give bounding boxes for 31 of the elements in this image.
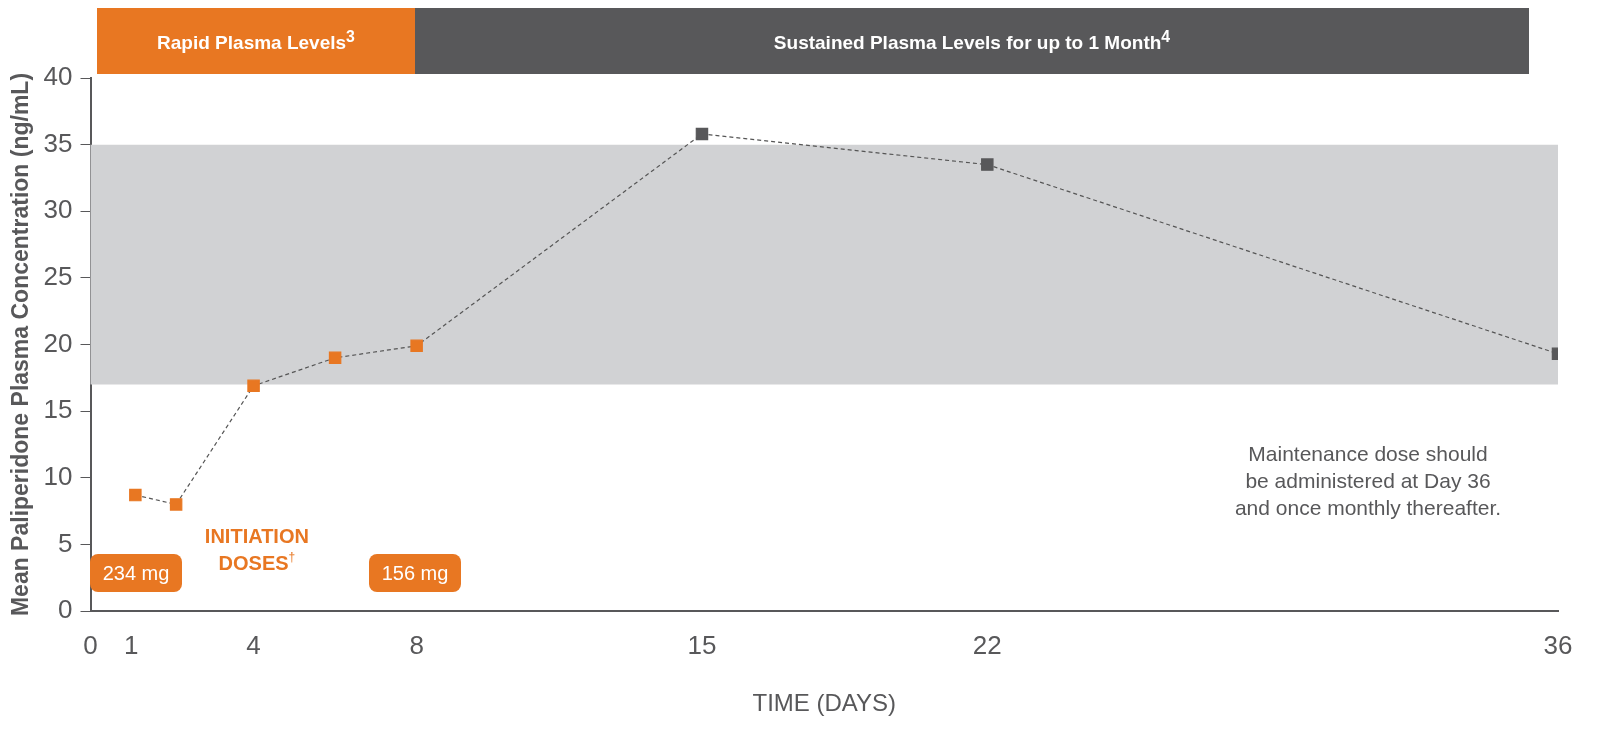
x-tick-label: 4 [246, 629, 261, 660]
x-axis-title: TIME (DAYS) [752, 689, 897, 717]
y-tick-label: 15 [43, 394, 73, 425]
annotation: 156 mg [381, 561, 449, 585]
annotation: 234 mg [102, 561, 170, 585]
point [328, 351, 342, 365]
y-axis-title: Mean Paliperidone Plasma Concentration (ng/mL) [7, 72, 34, 617]
x-tick-label: 8 [409, 629, 424, 660]
x-tick-label: 22 [972, 629, 1002, 660]
y-tick-label: 10 [43, 460, 73, 491]
point [169, 498, 183, 511]
point [695, 127, 709, 141]
point [410, 339, 423, 353]
text: Sustained Plasma Levels for up to 1 Month$^{4}$ [773, 27, 1171, 55]
y-tick-label: 5 [58, 527, 73, 558]
y-tick-label: 40 [43, 61, 73, 92]
x-tick-label: 15 [687, 629, 717, 660]
x-tick-label: 0 [83, 629, 98, 660]
annotation: Maintenance dose should be administered at Day 36 and once monthly thereafter. [1234, 441, 1502, 519]
y-tick-label: 25 [43, 261, 73, 292]
y-tick-label: 20 [43, 327, 73, 358]
x-tick-label: 1 [124, 629, 139, 660]
y-tick-label: 0 [58, 594, 73, 625]
point [981, 158, 994, 171]
annotation: INITIATION DOSES† [204, 525, 309, 575]
x-tick-label: 36 [1543, 629, 1573, 660]
y-tick-label: 30 [43, 194, 73, 225]
point [129, 488, 142, 502]
y-tick-label: 35 [43, 127, 73, 158]
text: Rapid Plasma Levels$^{3}$ [157, 27, 355, 55]
point [247, 379, 260, 393]
